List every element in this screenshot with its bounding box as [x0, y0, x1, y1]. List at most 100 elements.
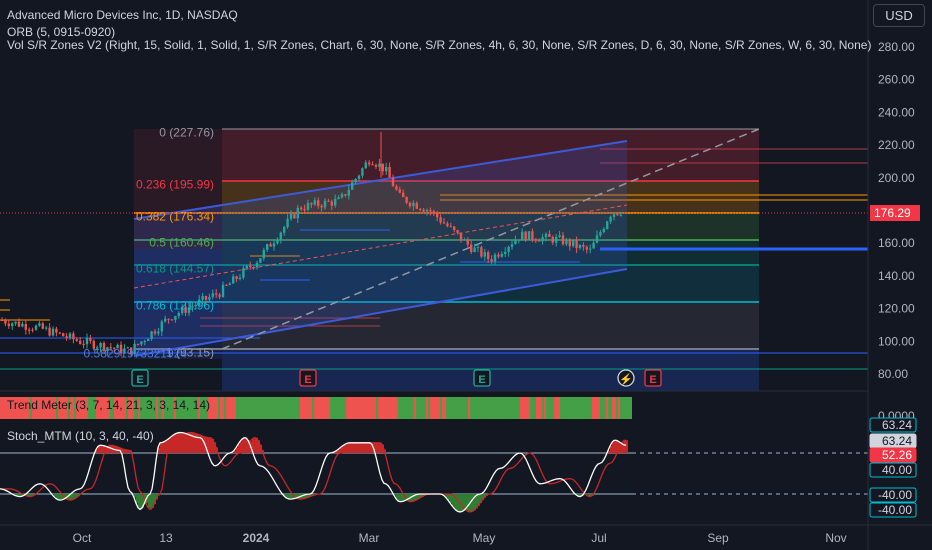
- trend-meter-bar: [120, 397, 122, 419]
- trend-meter-bar: [318, 397, 320, 419]
- trend-meter-bar: [18, 397, 20, 419]
- candle-body: [415, 202, 418, 209]
- candle-body: [11, 323, 14, 326]
- candle-body: [228, 283, 231, 286]
- event-markers[interactable]: E E E ⚡ E: [131, 369, 662, 387]
- split-icon[interactable]: [617, 369, 635, 387]
- candle-body: [391, 177, 395, 187]
- candle-body: [541, 237, 544, 242]
- time-axis[interactable]: Oct 13 2024 Mar May Jul Sep Nov: [73, 531, 847, 545]
- trend-meter-bar: [352, 397, 354, 419]
- trend-meter-bar: [96, 397, 98, 419]
- stoch-value-badge: 52.26: [869, 447, 917, 463]
- candle-body: [558, 235, 561, 237]
- stoch-value-badge: -40.00: [869, 487, 917, 503]
- channel-mid-line[interactable]: [133, 204, 628, 289]
- trend-meter-bar: [116, 397, 118, 419]
- currency-button[interactable]: USD: [873, 4, 925, 27]
- candle-body: [62, 333, 65, 337]
- event-marker-earnings-past[interactable]: E: [473, 369, 491, 387]
- stoch-mtm-title[interactable]: Stoch_MTM (10, 3, 40, -40): [7, 429, 154, 443]
- symbol-legend[interactable]: Advanced Micro Devices Inc, 1D, NASDAQ: [7, 8, 238, 22]
- main-price-pane[interactable]: 0 (227.76) 0.236 (195.99) 0.382 (176.34) 0.…: [0, 125, 868, 392]
- candle-body: [191, 306, 194, 308]
- event-marker-earnings-upcoming[interactable]: E: [644, 369, 662, 387]
- trend-meter-pane[interactable]: [0, 397, 632, 419]
- candle-body: [174, 316, 177, 320]
- trend-meter-bar: [72, 397, 74, 419]
- trend-meter-bar: [444, 397, 446, 419]
- channel-lower-line[interactable]: [133, 268, 628, 357]
- trend-meter-bar: [86, 397, 88, 419]
- earnings-icon[interactable]: [644, 369, 662, 387]
- price-axis-label: 100.00: [878, 334, 915, 348]
- stoch-badge-box: [869, 462, 917, 478]
- stoch-value-badge: 63.24: [869, 417, 917, 433]
- fib-level-label: 0.382 (176.34): [136, 209, 214, 223]
- candle-body: [269, 244, 272, 247]
- stoch-badge-label: 63.24: [882, 418, 912, 432]
- candle-body: [534, 239, 537, 241]
- candle-body: [572, 240, 575, 247]
- price-axis[interactable]: 280.00260.00240.00220.00200.00180.00160.…: [878, 40, 915, 423]
- candle-body: [330, 201, 333, 206]
- stoch-signal-line[interactable]: [0, 431, 627, 513]
- orb-indicator-legend[interactable]: ORB (5, 0915-0920): [7, 25, 116, 39]
- trend-meter-bar: [62, 397, 64, 419]
- candle-body: [538, 240, 541, 242]
- trend-meter-bar: [394, 397, 396, 419]
- candle-body: [449, 226, 452, 228]
- trend-meter-bar: [368, 397, 370, 419]
- candle-body: [337, 197, 340, 199]
- channel-upper-line[interactable]: [133, 140, 628, 220]
- candle-body: [34, 325, 38, 330]
- candle-body: [276, 240, 279, 244]
- fib-level-label: 0.236 (195.99): [136, 177, 214, 191]
- candle-body: [45, 327, 48, 329]
- trend-meter-bar: [64, 397, 66, 419]
- regression-channel[interactable]: [134, 141, 627, 356]
- candle-body: [201, 295, 204, 300]
- candle-body: [493, 254, 497, 262]
- candle-body: [177, 313, 180, 317]
- trend-meter-bar: [48, 397, 50, 419]
- candle-body: [497, 254, 500, 257]
- fib-level-label: 1 (93.15): [166, 345, 214, 359]
- fib-zone-0-0236: [222, 129, 759, 181]
- earnings-icon[interactable]: [473, 369, 491, 387]
- earnings-icon[interactable]: [299, 369, 317, 387]
- candle-body: [255, 262, 259, 268]
- event-marker-split[interactable]: ⚡: [617, 369, 635, 387]
- stoch-main-line[interactable]: [0, 431, 627, 513]
- candle-body: [595, 235, 599, 243]
- trend-meter-bar: [320, 397, 322, 419]
- candle-body: [565, 239, 568, 245]
- trend-meter-bar: [108, 397, 110, 419]
- sr-zones-indicator-legend[interactable]: Vol S/R Zones V2 (Right, 15, Solid, 1, S…: [7, 38, 872, 52]
- candle-body: [147, 339, 150, 342]
- trend-meter-bar: [208, 397, 210, 419]
- candle-body: [221, 284, 225, 297]
- candle-body: [303, 209, 306, 211]
- candle-body: [490, 259, 493, 262]
- trend-meter-bar: [316, 397, 318, 419]
- trend-projection-line[interactable]: [221, 128, 760, 350]
- trend-meter-bar: [212, 397, 214, 419]
- trend-meter-bar: [84, 397, 86, 419]
- candle-body: [116, 344, 119, 349]
- candlestick-series[interactable]: [0, 132, 622, 357]
- candle-body: [517, 239, 520, 241]
- event-marker-earnings-past[interactable]: E: [131, 369, 149, 387]
- event-marker-earnings-miss[interactable]: E: [299, 369, 317, 387]
- stoch-badge-label: 52.26: [882, 448, 912, 462]
- trend-meter-bar: [124, 397, 126, 419]
- candle-body: [327, 200, 330, 202]
- trend-meter-bar: [32, 397, 34, 419]
- stoch-badge-label: 40.00: [882, 463, 912, 477]
- stoch-mtm-pane[interactable]: [0, 431, 868, 513]
- trend-meter-title[interactable]: Trend Meter (3, 7, 14, 21, 3, 3, 14, 14): [7, 398, 210, 412]
- earnings-icon[interactable]: [131, 369, 149, 387]
